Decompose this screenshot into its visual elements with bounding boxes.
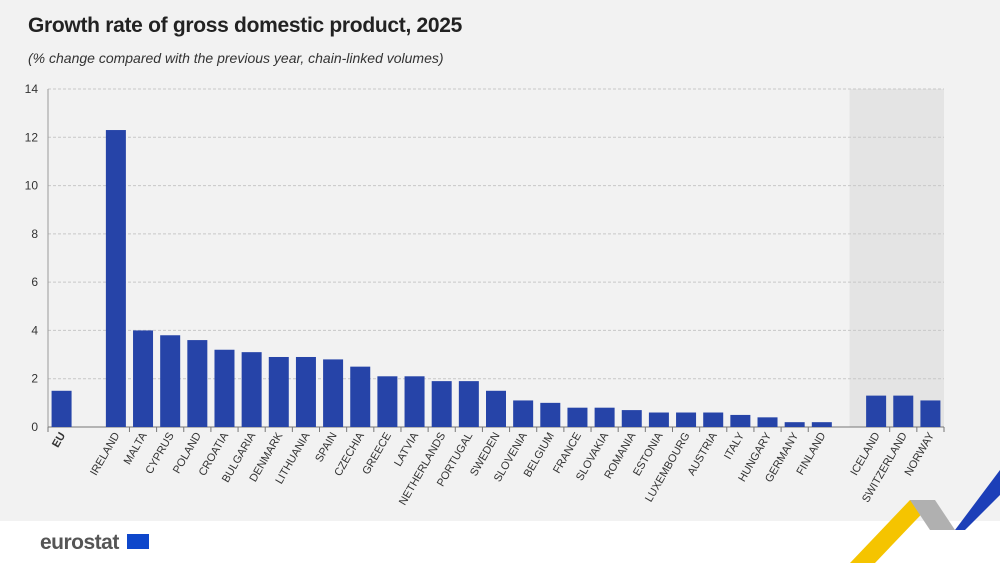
eurostat-logo: eurostat: [40, 531, 119, 554]
bar-austria: [703, 412, 724, 427]
bar-finland: [811, 422, 832, 427]
chart-subtitle: (% change compared with the previous yea…: [28, 50, 444, 66]
eu-flag-icon: [127, 534, 149, 549]
bar-slovenia: [513, 400, 534, 427]
bar-eu: [51, 390, 72, 427]
bar-latvia: [404, 376, 425, 427]
bar-poland: [187, 340, 208, 427]
bar-france: [567, 407, 588, 427]
bar-switzerland: [893, 395, 914, 427]
bar-luxembourg: [676, 412, 697, 427]
bar-norway: [920, 400, 941, 427]
bar-estonia: [648, 412, 669, 427]
bar-sweden: [486, 390, 506, 427]
x-tick-label: ITALY: [722, 430, 747, 462]
bar-ireland: [105, 130, 126, 428]
decorative-ribbon: [850, 470, 1000, 563]
bar-greece: [377, 376, 398, 427]
x-tick-label: IRELAND: [88, 430, 122, 477]
bar-slovakia: [594, 407, 615, 427]
bar-cyprus: [160, 335, 181, 427]
bar-croatia: [214, 349, 235, 427]
y-tick-label: 14: [25, 82, 39, 96]
x-tick-label: LATVIA: [392, 430, 421, 469]
footer: [0, 521, 1000, 563]
bar-czechia: [350, 366, 371, 427]
y-tick-label: 2: [31, 372, 38, 386]
bar-malta: [133, 330, 154, 427]
bar-belgium: [540, 402, 561, 427]
y-tick-label: 4: [31, 323, 38, 337]
efta-shade: [849, 89, 944, 427]
bar-lithuania: [295, 356, 316, 427]
bar-italy: [730, 414, 751, 427]
bar-spain: [323, 359, 344, 427]
bar-portugal: [458, 381, 479, 427]
bar-netherlands: [431, 381, 452, 427]
bar-romania: [621, 410, 642, 427]
bar-denmark: [268, 356, 289, 427]
y-tick-label: 10: [25, 179, 39, 193]
bar-iceland: [866, 395, 887, 427]
y-tick-label: 0: [31, 420, 38, 434]
y-tick-label: 12: [25, 130, 39, 144]
x-tick-label: MALTA: [122, 430, 150, 467]
bar-germany: [784, 422, 805, 427]
bar-hungary: [757, 417, 778, 427]
bar-bulgaria: [241, 352, 262, 427]
x-tick-label: SPAIN: [313, 430, 340, 464]
y-tick-label: 6: [31, 275, 38, 289]
y-tick-label: 8: [31, 227, 38, 241]
chart-title: Growth rate of gross domestic product, 2…: [28, 14, 463, 37]
x-tick-label: EU: [50, 430, 68, 449]
